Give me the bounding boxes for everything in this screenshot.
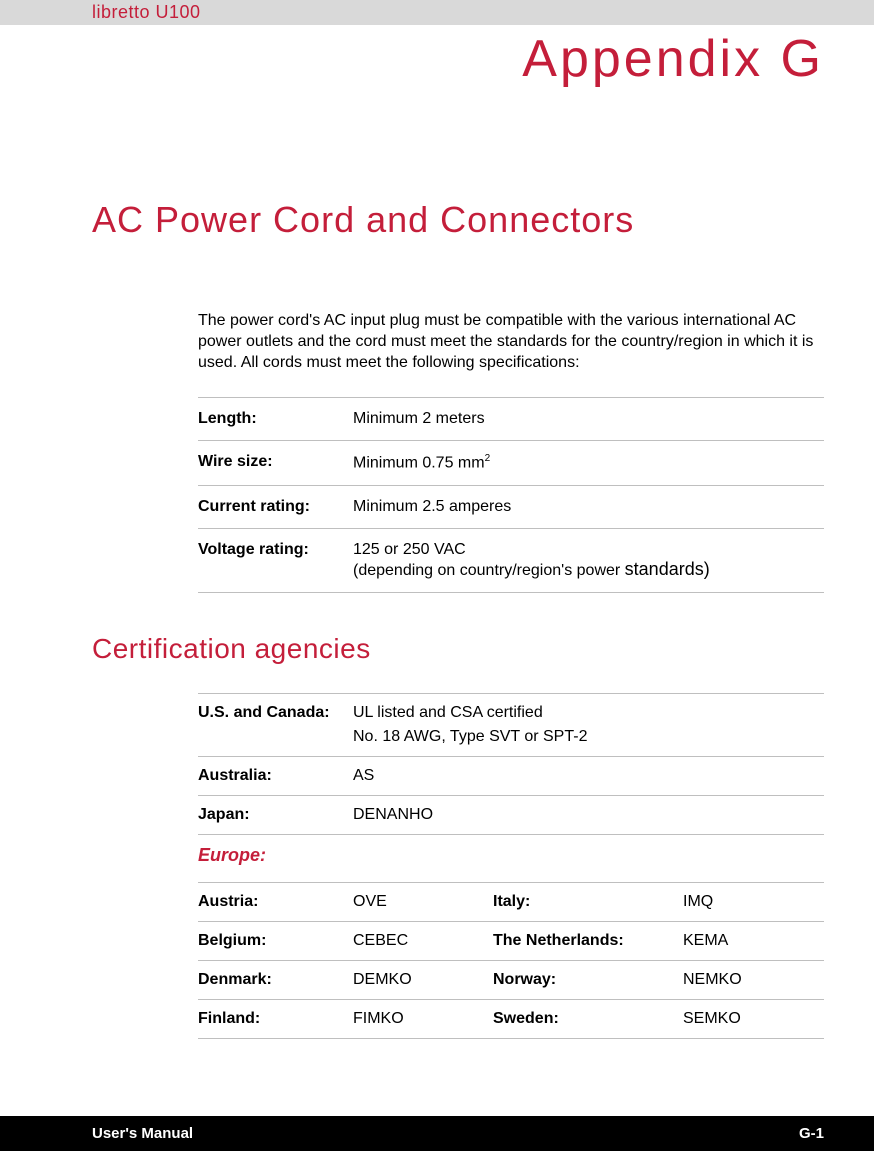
cert-value-line1: UL listed and CSA certified bbox=[353, 704, 543, 721]
spec-row: Wire size: Minimum 0.75 mm2 bbox=[198, 441, 824, 485]
europe-table: Austria: OVE Italy: IMQ Belgium: CEBEC T… bbox=[198, 883, 824, 1039]
cert-value: UL listed and CSA certified No. 18 AWG, … bbox=[353, 693, 824, 756]
europe-country: Norway: bbox=[493, 960, 683, 999]
spec-value: Minimum 0.75 mm2 bbox=[353, 441, 824, 485]
spec-value-line2b: standards) bbox=[625, 559, 710, 579]
cert-block: U.S. and Canada: UL listed and CSA certi… bbox=[0, 693, 874, 1039]
spec-row: Voltage rating: 125 or 250 VAC (dependin… bbox=[198, 528, 824, 592]
europe-country: Austria: bbox=[198, 883, 353, 922]
footer-left: User's Manual bbox=[92, 1125, 193, 1142]
europe-agency: KEMA bbox=[683, 921, 824, 960]
appendix-title: Appendix G bbox=[0, 29, 874, 89]
cert-value-line2: No. 18 AWG, Type SVT or SPT-2 bbox=[353, 728, 587, 746]
spec-row: Current rating: Minimum 2.5 amperes bbox=[198, 485, 824, 528]
cert-label: Australia: bbox=[198, 756, 353, 795]
spec-value-text: Minimum 0.75 mm bbox=[353, 455, 485, 472]
europe-country: Belgium: bbox=[198, 921, 353, 960]
europe-country: The Netherlands: bbox=[493, 921, 683, 960]
header-bar: libretto U100 bbox=[0, 0, 874, 25]
cert-row: U.S. and Canada: UL listed and CSA certi… bbox=[198, 693, 824, 756]
europe-heading: Europe: bbox=[198, 835, 824, 883]
spec-label: Wire size: bbox=[198, 441, 353, 485]
spec-value-sup: 2 bbox=[485, 453, 491, 464]
spec-label: Length: bbox=[198, 398, 353, 441]
europe-row: Denmark: DEMKO Norway: NEMKO bbox=[198, 960, 824, 999]
europe-country: Sweden: bbox=[493, 999, 683, 1038]
content-block: The power cord's AC input plug must be c… bbox=[0, 311, 874, 593]
europe-country: Italy: bbox=[493, 883, 683, 922]
spec-value-line2a: (depending on country/region's power bbox=[353, 562, 625, 579]
intro-paragraph: The power cord's AC input plug must be c… bbox=[198, 311, 824, 373]
spec-value: Minimum 2.5 amperes bbox=[353, 485, 824, 528]
cert-label: Japan: bbox=[198, 795, 353, 834]
spec-table: Length: Minimum 2 meters Wire size: Mini… bbox=[198, 397, 824, 592]
footer-right: G-1 bbox=[799, 1125, 824, 1142]
product-name: libretto U100 bbox=[92, 2, 201, 23]
europe-agency: DEMKO bbox=[353, 960, 493, 999]
europe-agency: CEBEC bbox=[353, 921, 493, 960]
cert-value: AS bbox=[353, 756, 824, 795]
europe-row: Austria: OVE Italy: IMQ bbox=[198, 883, 824, 922]
spec-label: Voltage rating: bbox=[198, 528, 353, 592]
cert-label: U.S. and Canada: bbox=[198, 693, 353, 756]
europe-country: Finland: bbox=[198, 999, 353, 1038]
spec-value: Minimum 2 meters bbox=[353, 398, 824, 441]
europe-row: Belgium: CEBEC The Netherlands: KEMA bbox=[198, 921, 824, 960]
cert-row: Australia: AS bbox=[198, 756, 824, 795]
europe-agency: IMQ bbox=[683, 883, 824, 922]
cert-value: DENANHO bbox=[353, 795, 824, 834]
spec-value-line1: 125 or 250 VAC bbox=[353, 541, 466, 558]
section-title: AC Power Cord and Connectors bbox=[0, 199, 874, 241]
europe-row: Finland: FIMKO Sweden: SEMKO bbox=[198, 999, 824, 1038]
spec-row: Length: Minimum 2 meters bbox=[198, 398, 824, 441]
subsection-title: Certification agencies bbox=[0, 633, 874, 665]
cert-row: Japan: DENANHO bbox=[198, 795, 824, 834]
europe-agency: SEMKO bbox=[683, 999, 824, 1038]
cert-table: U.S. and Canada: UL listed and CSA certi… bbox=[198, 693, 824, 835]
europe-agency: NEMKO bbox=[683, 960, 824, 999]
europe-agency: OVE bbox=[353, 883, 493, 922]
spec-label: Current rating: bbox=[198, 485, 353, 528]
footer-bar: User's Manual G-1 bbox=[0, 1116, 874, 1151]
spec-value: 125 or 250 VAC (depending on country/reg… bbox=[353, 528, 824, 592]
europe-country: Denmark: bbox=[198, 960, 353, 999]
europe-agency: FIMKO bbox=[353, 999, 493, 1038]
